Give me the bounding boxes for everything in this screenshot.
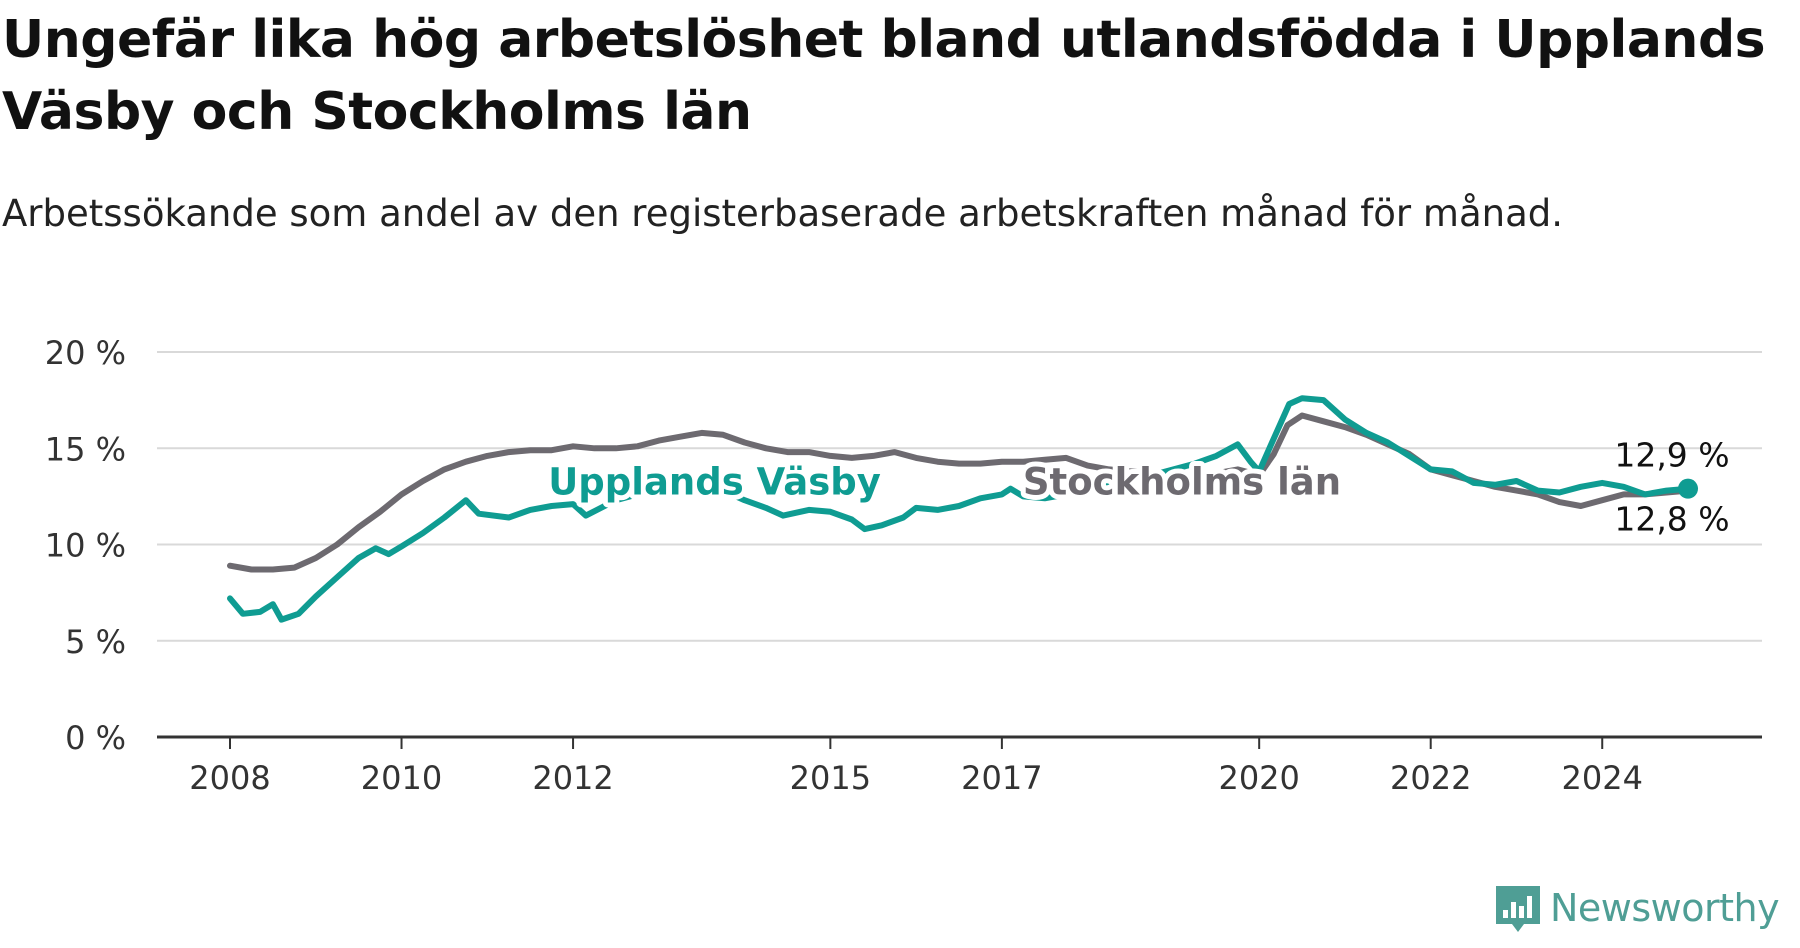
y-tick-label: 20 %: [45, 334, 126, 372]
x-tick-label: 2017: [961, 759, 1042, 797]
y-axis-tick-labels: 0 % 5 % 10 % 15 % 20 %: [45, 334, 126, 757]
series-lines: [227, 395, 1698, 623]
end-label-vasby: 12,9 %: [1614, 436, 1729, 475]
y-tick-label: 10 %: [45, 527, 126, 565]
x-tick-label: 2024: [1562, 759, 1643, 797]
series-labels: Upplands Väsby Stockholms län 12,9 % 12,8 %: [543, 436, 1729, 539]
series-label-stockholm: Stockholms län: [1023, 460, 1341, 503]
x-tick-label: 2020: [1218, 759, 1299, 797]
x-tick-label: 2022: [1390, 759, 1471, 797]
chart-subtitle: Arbetssökande som andel av den registerb…: [2, 192, 1563, 235]
gridlines: [157, 351, 1762, 642]
chart-title: Ungefär lika hög arbetslöshet bland utla…: [2, 10, 1766, 142]
end-label-stockholm: 12,8 %: [1614, 500, 1729, 539]
x-tick-label: 2015: [790, 759, 871, 797]
y-tick-label: 0 %: [65, 719, 126, 757]
newsworthy-logo-icon: [1494, 884, 1542, 932]
series-line-stockholm: [227, 412, 1691, 573]
x-tick-label: 2010: [361, 759, 442, 797]
y-tick-label: 5 %: [65, 623, 126, 661]
series-label-vasby: Upplands Väsby: [548, 460, 881, 503]
series-line-vasby: [227, 395, 1691, 623]
x-tick-label: 2012: [532, 759, 613, 797]
x-tick-label: 2008: [189, 759, 270, 797]
end-point-vasby: [1678, 478, 1698, 499]
y-tick-label: 15 %: [45, 430, 126, 468]
x-axis: 2008 2010 2012 2015 2017 2020 2022 2024: [157, 735, 1762, 797]
newsworthy-logo: Newsworthy: [1494, 884, 1780, 932]
brand-name: Newsworthy: [1550, 886, 1780, 930]
